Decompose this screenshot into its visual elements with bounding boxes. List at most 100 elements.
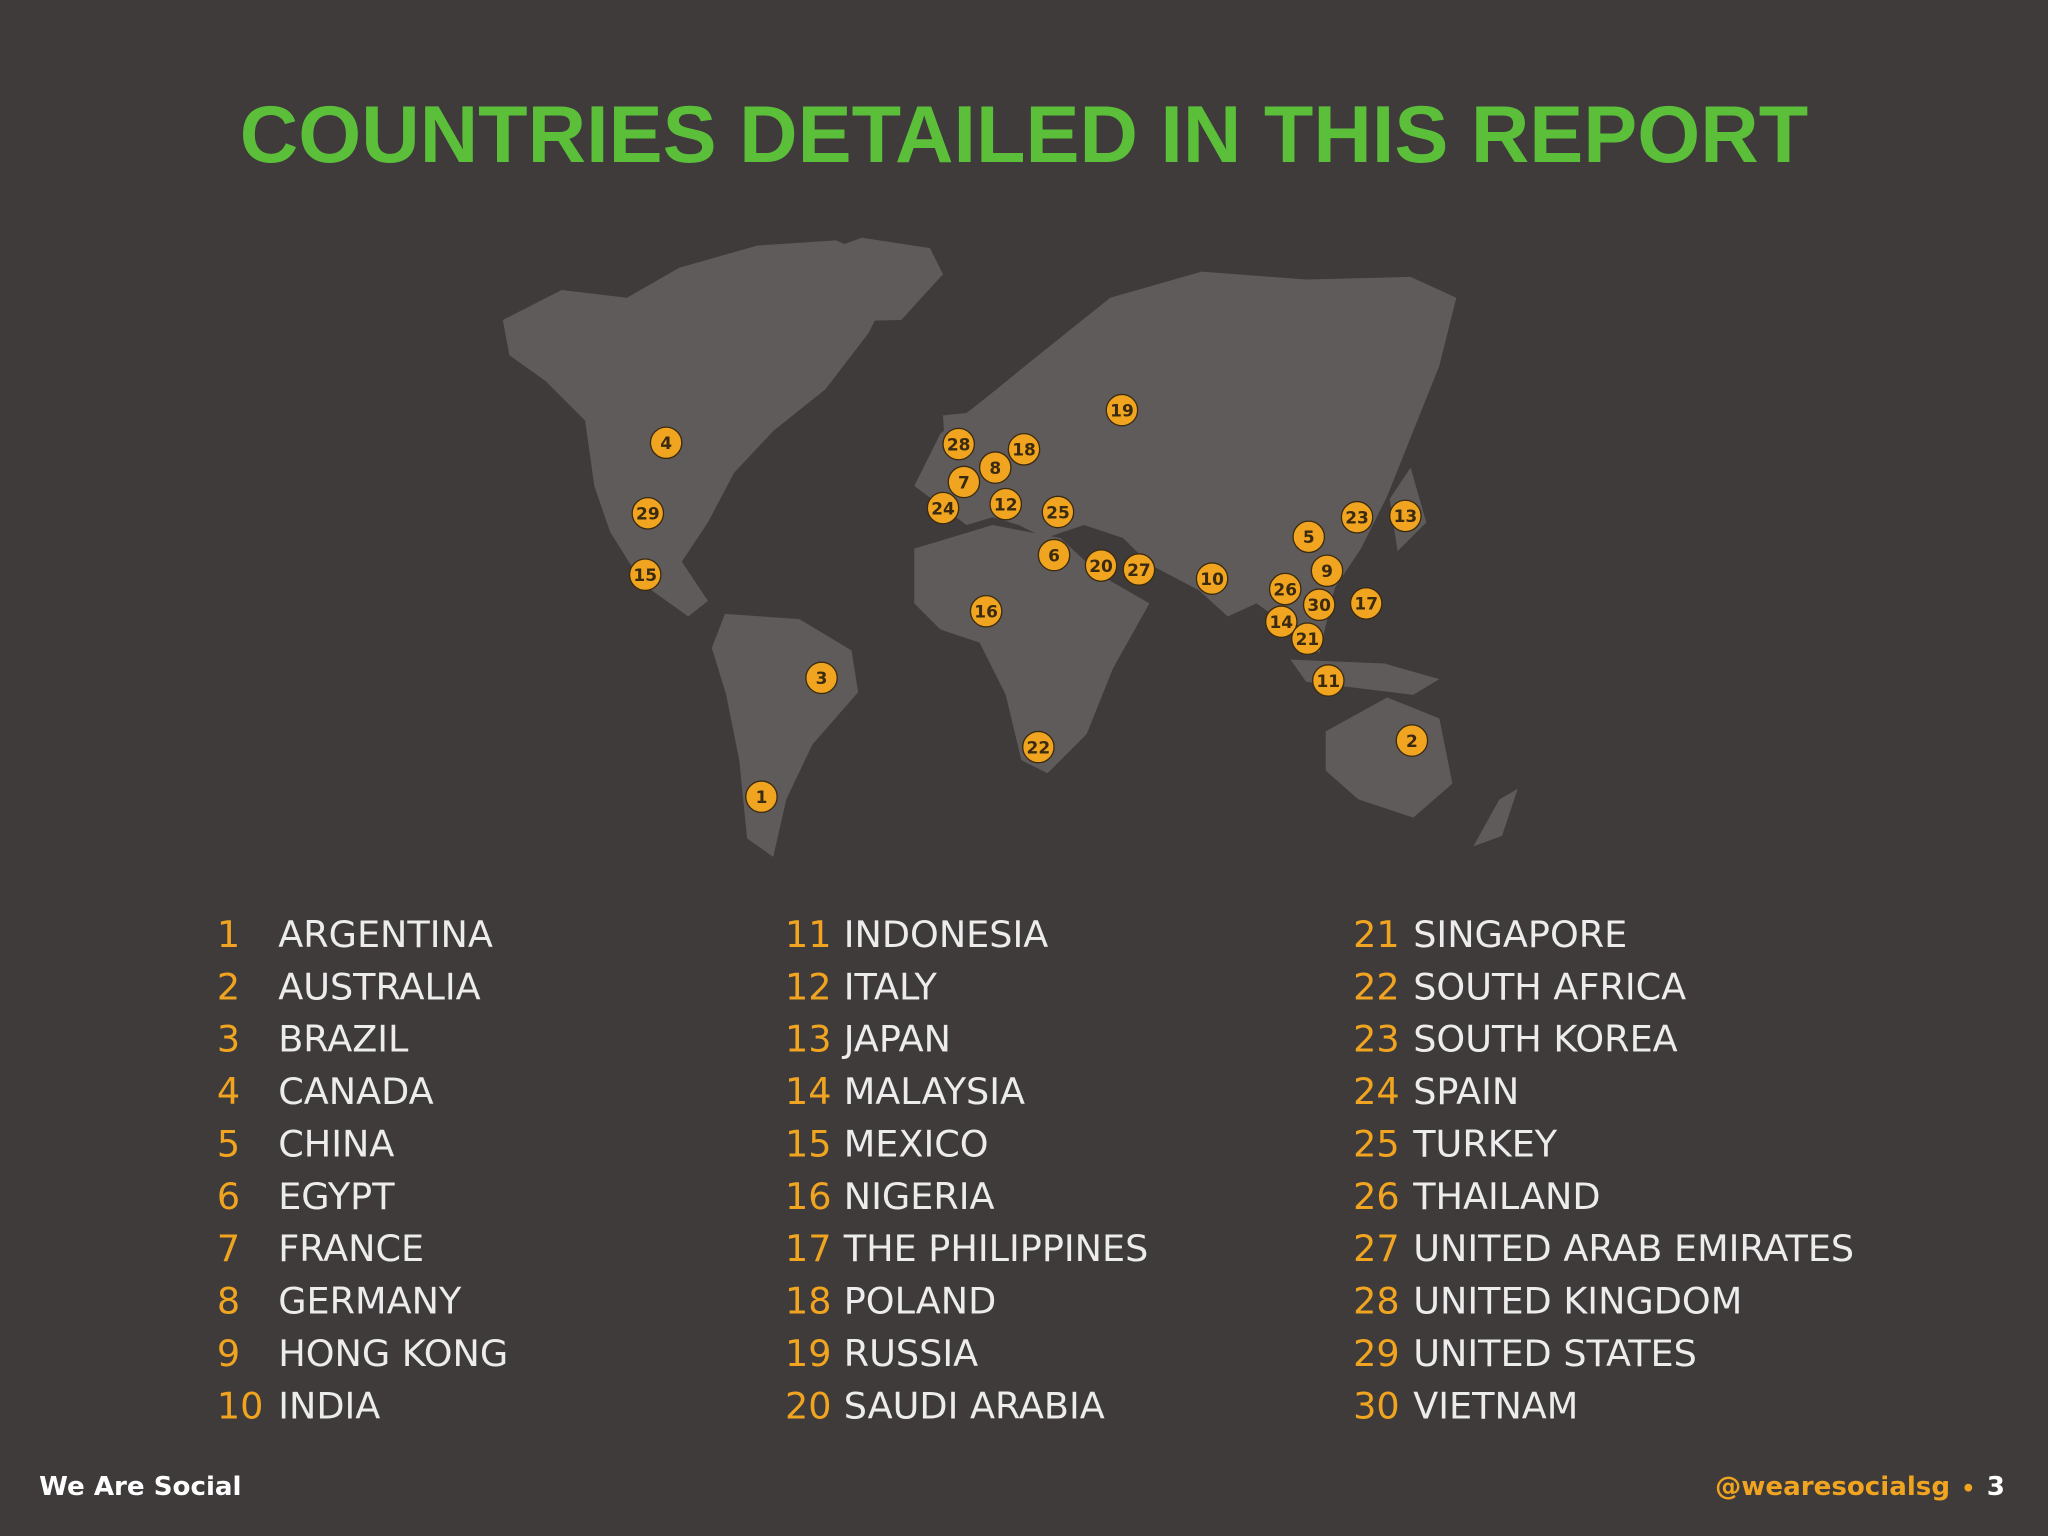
footer-handle: @wearesocialsg xyxy=(1715,1472,1950,1502)
new-zealand xyxy=(1473,788,1518,847)
country-number: 2 xyxy=(217,965,240,1008)
marker-circle xyxy=(1340,500,1374,534)
country-name: ITALY xyxy=(844,965,938,1008)
country-number: 12 xyxy=(785,965,832,1008)
map-marker: 3 xyxy=(805,661,838,695)
map-marker: 30 xyxy=(1302,588,1336,622)
country-number: 19 xyxy=(785,1332,832,1375)
marker-label: 24 xyxy=(931,499,955,519)
marker-label: 21 xyxy=(1296,630,1320,650)
marker-circle xyxy=(942,427,976,461)
greenland xyxy=(803,237,944,322)
country-number: 13 xyxy=(785,1018,832,1061)
map-marker: 7 xyxy=(947,465,981,499)
marker-label: 17 xyxy=(1354,595,1378,615)
marker-circle xyxy=(1122,553,1156,586)
country-number: 8 xyxy=(217,1280,240,1323)
map-marker: 9 xyxy=(1310,554,1344,588)
map-marker: 22 xyxy=(1022,730,1055,764)
north-america xyxy=(502,240,902,617)
marker-circle xyxy=(628,558,662,592)
marker-label: 27 xyxy=(1127,561,1151,581)
country-name: VIETNAM xyxy=(1413,1384,1578,1427)
marker-circle xyxy=(1041,495,1075,529)
marker-label: 14 xyxy=(1269,613,1293,633)
marker-circle xyxy=(1312,664,1345,697)
country-number: 23 xyxy=(1353,1018,1400,1061)
country-name: HONG KONG xyxy=(278,1332,508,1375)
country-number: 26 xyxy=(1353,1175,1400,1218)
page-number: 3 xyxy=(1987,1472,2005,1502)
country-list: 1 ARGENTINA 2 AUSTRALIA 3 BRAZIL 4 CANADA 5 CHINA… xyxy=(217,913,1854,1427)
country-number: 10 xyxy=(217,1384,264,1427)
marker-label: 23 xyxy=(1345,509,1369,529)
map-marker: 29 xyxy=(631,496,665,530)
country-name: THE PHILIPPINES xyxy=(843,1227,1149,1270)
marker-circle xyxy=(1037,538,1071,572)
map-marker: 25 xyxy=(1041,495,1075,529)
country-name: CHINA xyxy=(278,1122,394,1165)
country-name: JAPAN xyxy=(842,1018,951,1061)
country-name: GERMANY xyxy=(278,1280,462,1323)
country-name: EGYPT xyxy=(278,1175,395,1218)
marker-circle xyxy=(926,491,960,525)
country-name: ARGENTINA xyxy=(278,913,493,956)
marker-label: 12 xyxy=(994,495,1018,515)
marker-circle xyxy=(1291,622,1324,656)
marker-circle xyxy=(1105,393,1139,427)
country-number: 11 xyxy=(785,913,832,956)
marker-circle xyxy=(805,661,838,695)
country-name: RUSSIA xyxy=(844,1332,978,1375)
footer-brand: We Are Social xyxy=(39,1472,241,1502)
country-name: INDONESIA xyxy=(844,913,1049,956)
country-name: TURKEY xyxy=(1412,1122,1558,1165)
country-number: 7 xyxy=(217,1227,240,1270)
country-name: SOUTH KOREA xyxy=(1413,1018,1677,1061)
map-marker: 16 xyxy=(969,594,1003,628)
map-marker: 8 xyxy=(978,451,1012,484)
marker-circle xyxy=(1007,432,1041,466)
marker-circle xyxy=(947,465,981,499)
marker-label: 5 xyxy=(1303,528,1315,548)
country-name: UNITED KINGDOM xyxy=(1413,1280,1742,1323)
country-number: 18 xyxy=(785,1280,832,1323)
marker-circle xyxy=(649,426,683,460)
marker-label: 25 xyxy=(1046,503,1070,523)
marker-label: 1 xyxy=(756,788,768,808)
marker-label: 16 xyxy=(974,603,998,623)
country-name: CANADA xyxy=(278,1070,433,1113)
country-number: 14 xyxy=(785,1070,832,1113)
marker-circle xyxy=(1395,724,1429,757)
marker-label: 8 xyxy=(989,459,1001,479)
country-name: MALAYSIA xyxy=(844,1070,1025,1113)
marker-label: 13 xyxy=(1394,507,1418,527)
marker-circle xyxy=(745,780,778,814)
map-marker: 20 xyxy=(1084,549,1118,582)
marker-circle xyxy=(1302,588,1336,622)
map-marker: 13 xyxy=(1389,499,1422,533)
marker-circle xyxy=(1195,562,1229,595)
marker-label: 10 xyxy=(1200,570,1224,590)
country-number: 29 xyxy=(1353,1332,1400,1375)
map-marker: 1 xyxy=(745,780,778,814)
country-name: SAUDI ARABIA xyxy=(844,1384,1105,1427)
marker-circle xyxy=(631,496,665,530)
marker-label: 6 xyxy=(1048,546,1060,566)
marker-circle xyxy=(978,451,1012,484)
map-marker: 26 xyxy=(1268,572,1302,606)
africa xyxy=(914,525,1150,774)
map-marker: 27 xyxy=(1122,553,1156,586)
country-name: AUSTRALIA xyxy=(278,965,480,1008)
country-number: 27 xyxy=(1353,1227,1400,1270)
map-marker: 23 xyxy=(1340,500,1374,534)
marker-circle xyxy=(1310,554,1344,588)
country-name: SOUTH AFRICA xyxy=(1413,965,1686,1008)
country-name: POLAND xyxy=(844,1280,997,1323)
country-name: THAILAND xyxy=(1412,1175,1600,1218)
country-number: 17 xyxy=(785,1227,832,1270)
marker-label: 28 xyxy=(947,435,971,455)
marker-circle xyxy=(969,594,1003,628)
